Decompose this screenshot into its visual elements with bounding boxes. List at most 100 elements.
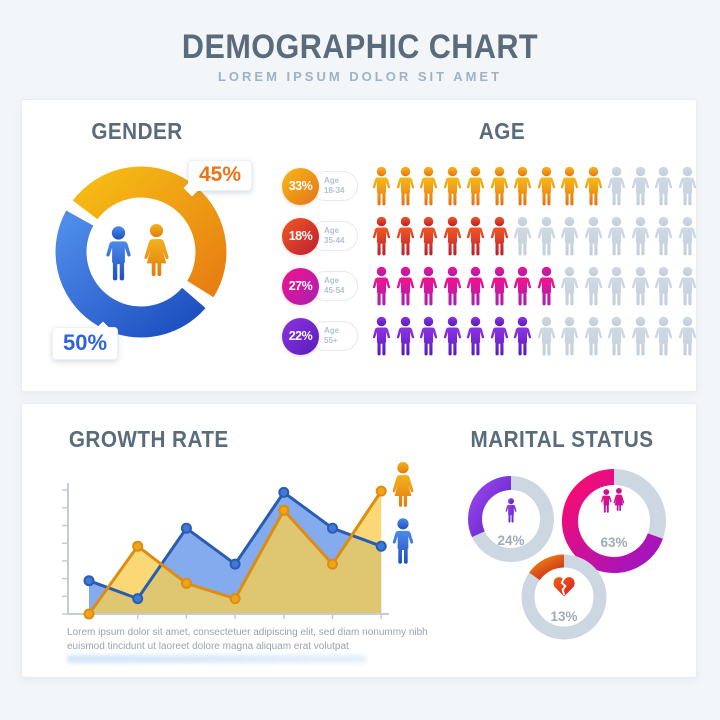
person-icon-empty <box>654 266 673 305</box>
page-title: DEMOGRAPHIC CHART <box>181 28 539 66</box>
person-icon-filled <box>396 216 414 255</box>
age-row: 27% Age 45-54 <box>282 261 696 311</box>
age-row: 33% Age 18-34 <box>282 161 696 211</box>
person-icon-filled <box>466 216 485 255</box>
svg-text:13%: 13% <box>550 609 577 624</box>
person-icon-filled <box>584 166 602 205</box>
person-icon-filled <box>443 166 461 205</box>
page-subtitle: LOREM IPSUM DOLOR SIT AMET <box>217 69 503 84</box>
woman-icon <box>144 224 169 277</box>
person-icon-filled <box>490 166 508 205</box>
growth-caption: Lorem ipsum dolor sit amet, consectetuer… <box>67 627 428 652</box>
age-row: 18% Age 35-44 <box>282 211 696 261</box>
gender-donut-svg <box>55 166 227 338</box>
person-icon-empty <box>607 166 626 205</box>
age-percent-badge: 22% <box>282 317 319 355</box>
person-icon-filled <box>419 166 438 205</box>
person-icon-empty <box>560 216 579 255</box>
growth-line-chart <box>57 461 407 631</box>
marital-title: MARITAL STATUS <box>470 426 654 452</box>
person-icon-empty <box>654 316 673 355</box>
person-icon-empty <box>584 266 602 305</box>
broken-heart-icon <box>553 577 575 597</box>
person-icon-filled <box>419 216 438 255</box>
single-person-icon <box>505 498 517 523</box>
age-percent-badge: 33% <box>282 167 319 205</box>
age-icon-row <box>372 166 697 207</box>
donut-married: 63% <box>556 463 672 584</box>
person-icon-empty <box>607 316 626 355</box>
person-icon-filled <box>490 316 508 355</box>
person-icon-empty <box>584 216 602 255</box>
person-icon-empty <box>654 216 673 255</box>
person-icon-empty <box>537 216 555 255</box>
person-icon-empty <box>678 316 696 355</box>
person-icon-empty <box>678 166 696 205</box>
person-icon-filled <box>537 166 555 205</box>
person-icon-empty <box>607 266 626 305</box>
couple-icon <box>601 488 625 513</box>
age-percent-badge: 18% <box>282 217 319 255</box>
growth-chart-svg <box>62 483 389 620</box>
person-icon-empty <box>513 216 532 255</box>
donut-divorced: 13% <box>514 547 614 652</box>
person-icon-empty <box>631 216 649 255</box>
age-icon-row <box>372 316 697 357</box>
donut-single-svg: 24% <box>468 476 554 562</box>
person-icon-filled <box>466 166 485 205</box>
person-icon-filled <box>513 316 532 355</box>
donut-divorced-svg: 13% <box>521 554 607 640</box>
person-icon-empty <box>537 316 555 355</box>
person-icon-filled <box>372 266 391 305</box>
age-title: AGE <box>478 118 526 144</box>
gender-male-label: 50% <box>52 327 119 360</box>
svg-text:63%: 63% <box>600 535 627 550</box>
person-icon-filled <box>419 266 438 305</box>
gender-center-icons <box>105 224 171 282</box>
legend-woman-icon <box>390 462 416 517</box>
growth-title: GROWTH RATE <box>68 426 229 452</box>
person-icon-filled <box>372 216 391 255</box>
age-icon-row <box>372 216 697 257</box>
person-icon-filled <box>466 316 485 355</box>
legend-man-glyph <box>392 518 414 564</box>
age-percent-badge: 27% <box>282 267 319 305</box>
donut-single: 24% <box>461 469 561 574</box>
bottom-card: GROWTH RATE Lorem ipsum dolor sit amet, … <box>21 403 697 678</box>
gender-female-label: 45% <box>188 160 253 191</box>
person-icon-empty <box>584 316 602 355</box>
gender-title: GENDER <box>91 118 183 144</box>
person-icon-filled <box>443 216 461 255</box>
person-icon-empty <box>631 266 649 305</box>
person-icon-filled <box>490 266 508 305</box>
legend-man-icon <box>391 518 415 570</box>
man-icon <box>106 226 131 281</box>
person-icon-empty <box>607 216 626 255</box>
age-row: 22% Age 55+ <box>282 311 696 361</box>
person-icon-filled <box>396 166 414 205</box>
person-icon-filled <box>372 316 391 355</box>
person-icon-empty <box>631 316 649 355</box>
person-icon-filled <box>513 266 532 305</box>
person-icon-empty <box>631 166 649 205</box>
person-icon-filled <box>396 266 414 305</box>
svg-text:24%: 24% <box>497 533 524 548</box>
legend-woman-glyph <box>392 462 414 507</box>
person-icon-filled <box>443 266 461 305</box>
person-icon-filled <box>396 316 414 355</box>
person-icon-filled <box>372 166 391 205</box>
top-card: GENDER 45% 50% AGE 33% Age 18-34 18% Age 3… <box>21 99 697 392</box>
person-icon-filled <box>513 166 532 205</box>
person-icon-empty <box>678 216 696 255</box>
faint-text-strip <box>67 655 367 663</box>
gender-donut-chart <box>51 162 231 342</box>
person-icon-filled <box>560 166 579 205</box>
person-icon-empty <box>560 266 579 305</box>
person-icon-filled <box>466 266 485 305</box>
person-icon-filled <box>443 316 461 355</box>
age-pictogram-chart: 33% Age 18-34 18% Age 35-44 27% Age 45-54 2… <box>282 161 696 361</box>
person-icon-empty <box>560 316 579 355</box>
person-icon-empty <box>678 266 696 305</box>
person-icon-empty <box>654 166 673 205</box>
